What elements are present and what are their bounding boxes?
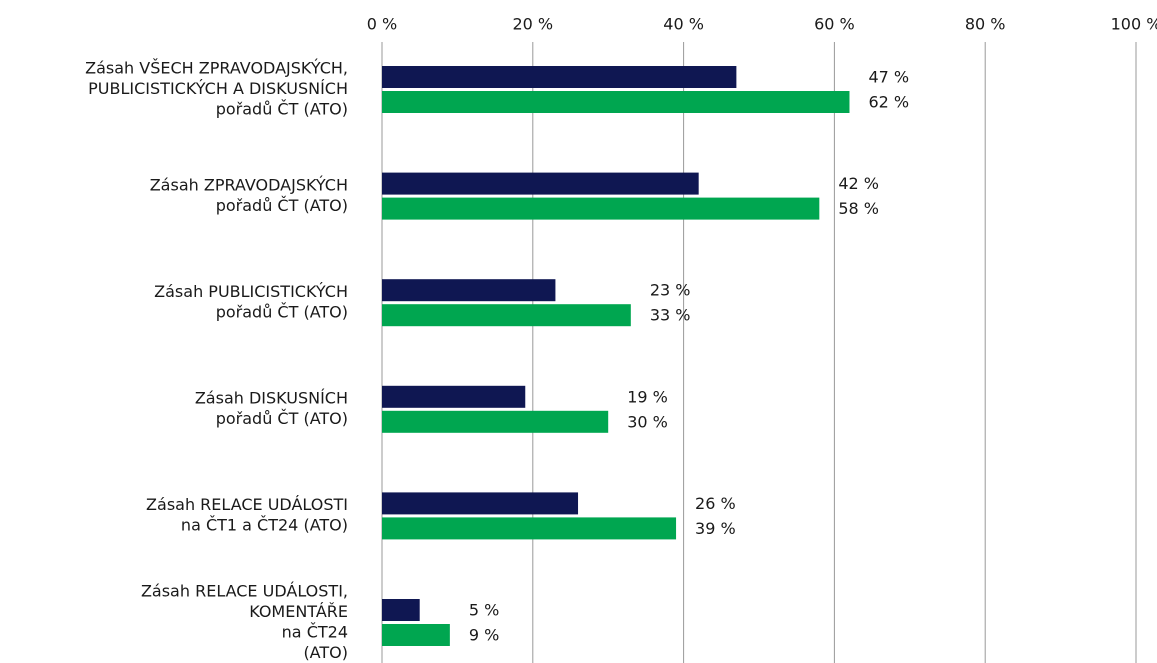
bar (382, 172, 699, 195)
bar (382, 599, 420, 621)
bar (382, 304, 631, 327)
value-label: 42 % (838, 174, 879, 193)
value-label: 9 % (469, 626, 499, 645)
bar (382, 517, 677, 540)
category-label: PUBLICISTICKÝCH A DISKUSNÍCH (88, 79, 348, 98)
x-tick-label: 60 % (814, 15, 855, 34)
bar (382, 410, 609, 433)
value-label: 33 % (650, 306, 691, 325)
category-label: (ATO) (303, 643, 348, 662)
bar (382, 91, 850, 113)
value-label: 30 % (627, 412, 668, 431)
bar (382, 624, 450, 646)
bar (382, 197, 820, 220)
value-label: 19 % (627, 387, 668, 406)
category-label: Zásah RELACE UDÁLOSTI (146, 495, 348, 514)
category-label: Zásah PUBLICISTICKÝCH (154, 282, 348, 301)
value-label: 47 % (868, 68, 909, 87)
value-label: 23 % (650, 281, 691, 300)
category-label: Zásah RELACE UDÁLOSTI, (141, 581, 348, 600)
value-label: 39 % (695, 519, 736, 538)
category-label: Zásah ZPRAVODAJSKÝCH (150, 175, 348, 194)
x-tick-label: 100 % (1111, 15, 1157, 34)
category-label: pořadů ČT (ATO) (216, 409, 348, 428)
x-tick-label: 20 % (512, 15, 553, 34)
value-label: 5 % (469, 601, 499, 620)
bar (382, 279, 556, 302)
category-label: na ČT1 a ČT24 (ATO) (181, 516, 348, 535)
category-label: pořadů ČT (ATO) (216, 302, 348, 321)
category-label: pořadů ČT (ATO) (216, 196, 348, 215)
category-label: pořadů ČT (ATO) (216, 100, 348, 119)
bar (382, 66, 737, 88)
value-label: 58 % (838, 199, 879, 218)
x-tick-label: 80 % (965, 15, 1006, 34)
category-label: na ČT24 (282, 622, 348, 641)
category-label: KOMENTÁŘE (249, 602, 348, 621)
value-label: 26 % (695, 494, 736, 513)
bar (382, 385, 526, 408)
x-tick-label: 40 % (663, 15, 704, 34)
bar (382, 492, 579, 515)
x-tick-label: 0 % (367, 15, 397, 34)
category-label: Zásah DISKUSNÍCH (195, 389, 348, 408)
value-label: 62 % (868, 93, 909, 112)
category-label: Zásah VŠECH ZPRAVODAJSKÝCH, (85, 59, 348, 78)
